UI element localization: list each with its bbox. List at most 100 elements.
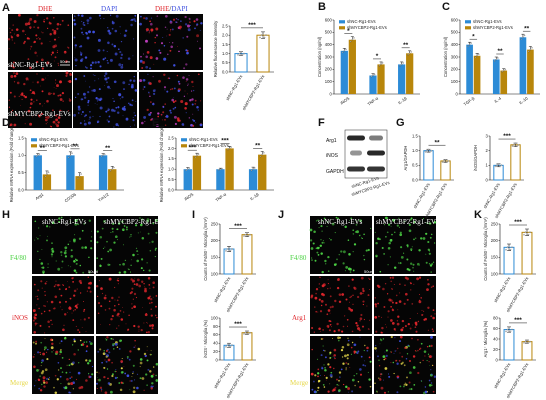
j-micrograph-r3c1-cell	[353, 350, 356, 353]
y-tick-label: 1	[485, 163, 488, 168]
j-micrograph-r2c1-cell	[313, 331, 315, 333]
h-micrograph-r2c2-cell	[136, 278, 140, 282]
a-micrograph-r1c2-cell	[108, 32, 112, 35]
a-micrograph-r1c3-cell	[188, 17, 191, 20]
j-micrograph-r3c1-cell	[329, 366, 332, 369]
h-micrograph-r2c2-cell	[122, 307, 123, 308]
j-micrograph-r1c2-cell	[391, 233, 393, 236]
h-micrograph-r1c2-cell	[118, 271, 121, 274]
a-micrograph-r2c3-cell	[147, 91, 150, 94]
j-micrograph-r3c1-cell	[342, 383, 345, 386]
h-micrograph-r2c2-cell	[131, 303, 133, 305]
a-micrograph-r2c3-cell	[191, 90, 193, 92]
h-micrograph-r2c2-cell	[137, 325, 140, 328]
j-micrograph-r1c2-cell	[406, 244, 409, 247]
j-micrograph-r3c2-cell	[377, 355, 379, 358]
y-tick-label: 1.0	[18, 153, 24, 158]
j-micrograph-r2c2-cell	[426, 288, 429, 291]
j-micrograph-r3c1-cell	[333, 354, 336, 357]
h-micrograph-r3c2-cell	[103, 350, 105, 352]
h-micrograph-r3c2-cell	[132, 390, 136, 394]
a-micrograph-r2c1-cell	[16, 81, 20, 85]
a-micrograph-r2c3-cell	[143, 86, 146, 88]
h-micrograph-r2c2-cell	[144, 287, 147, 291]
j-micrograph-r2c1-cell	[310, 294, 314, 297]
h-micrograph-r2c1-cell	[40, 280, 43, 283]
j-micrograph-r1c2-cell	[425, 261, 428, 264]
j-micrograph-r3c1-cell	[311, 388, 314, 391]
data-point	[78, 175, 81, 177]
data-point	[241, 54, 244, 56]
j-micrograph-r3c2-cell	[422, 359, 424, 362]
a-micrograph-r2c1-cell	[57, 121, 60, 124]
h-micrograph-r2c2-cell	[138, 328, 140, 330]
h-micrograph-r1c2-cell	[124, 259, 127, 262]
j-micrograph-r3c1-cell	[351, 341, 354, 344]
j-micrograph-r3c2-cell	[384, 357, 387, 360]
x-tick-label: shNC-Rg1-EVs	[213, 362, 232, 389]
h-micrograph-r2c1-cell	[82, 300, 85, 303]
a-micrograph-r2c2-cell	[88, 119, 90, 121]
h-micrograph-r3c1-cell	[41, 370, 45, 373]
h-micrograph-r2c2-cell	[155, 295, 158, 297]
x-tick-label: IL-1β	[397, 95, 408, 105]
j-micrograph-r2c2-cell	[390, 305, 392, 308]
a-micrograph-r2c3-cell	[152, 92, 156, 96]
j-micrograph-r3c1-cell	[317, 379, 321, 383]
a-micrograph-r2c1-cell	[40, 85, 42, 87]
j-micrograph-r2c1-cell	[329, 324, 332, 326]
h-micrograph-r3c2-cell	[96, 371, 98, 373]
data-point	[196, 155, 198, 157]
j-micrograph-r1c1-cell	[318, 227, 320, 229]
h-micrograph-r3c2-cell	[109, 390, 113, 394]
j-micrograph-r2c1-cell	[351, 278, 354, 281]
a-micrograph-r1c2-cell	[73, 36, 76, 39]
a-micrograph-r1c2-cell	[120, 56, 123, 60]
j-micrograph-r3c2-cell	[399, 335, 403, 339]
y-tick-label: 20	[493, 347, 498, 352]
h-micrograph-r2c2-cell	[135, 296, 138, 299]
a-micrograph-r2c2-cell	[132, 116, 134, 118]
a-micrograph-r1c1-cell	[42, 32, 44, 34]
y-tick-label: 1.0	[412, 148, 418, 153]
y-tick-label: 20	[213, 349, 218, 354]
j-micrograph-r3c2-cell	[397, 376, 399, 379]
a-micrograph-r2c2-cell	[113, 80, 117, 84]
a-micrograph-r1c3-cell	[146, 51, 150, 54]
h-micrograph-r3c1-cell	[34, 354, 35, 356]
h-micrograph-r2c1-cell	[73, 294, 76, 297]
j-micrograph-r2c2-cell	[418, 276, 422, 279]
a-micrograph-r2c3-cell	[153, 102, 155, 104]
j-micrograph-r3c1-cell	[331, 389, 335, 392]
j-micrograph-r1c2-cell	[418, 249, 421, 252]
bar-k1	[503, 246, 515, 275]
h-micrograph-r2c2-cell	[117, 277, 119, 279]
a-micrograph-r2c1-cell	[15, 113, 18, 116]
h-micrograph-r2c1-cell	[44, 305, 46, 307]
h-micrograph-r1c2-cell	[104, 246, 106, 248]
j-micrograph-r1c2-cell	[375, 241, 378, 245]
h-micrograph-r3c2-cell	[128, 358, 131, 361]
j-row-label-f480: F4/80	[290, 254, 307, 262]
h-micrograph-r2c1-cell	[72, 277, 74, 279]
sig-mark: ***	[514, 317, 522, 324]
a-micrograph-r1c2-cell	[75, 47, 77, 49]
j-micrograph-r1c2-cell	[412, 263, 415, 266]
a-micrograph-r1c3-cell	[158, 49, 161, 52]
h-micrograph-r1c2-cell	[142, 269, 145, 272]
a-micrograph-r1c2-cell	[77, 14, 80, 17]
data-point	[221, 167, 223, 170]
panel-letter-e: E	[152, 117, 159, 129]
j-micrograph-r3c1-cell	[323, 386, 326, 388]
j-micrograph-r1c1-cell	[328, 238, 330, 239]
j-micrograph-r3c1-cell	[359, 336, 361, 338]
a-micrograph-r2c1-cell	[36, 81, 40, 84]
j-micrograph-r3c2-cell	[428, 355, 430, 357]
j-micrograph-r2c2-cell	[385, 326, 387, 328]
a-micrograph-r1c2-cell	[103, 18, 105, 20]
j-micrograph-r3c1-cell	[363, 360, 365, 362]
h-micrograph-r3c2-cell	[120, 381, 123, 384]
data-point	[230, 146, 232, 148]
j-micrograph-r2c1-cell	[366, 305, 368, 307]
h-micrograph-r1c2-cell	[119, 264, 121, 266]
